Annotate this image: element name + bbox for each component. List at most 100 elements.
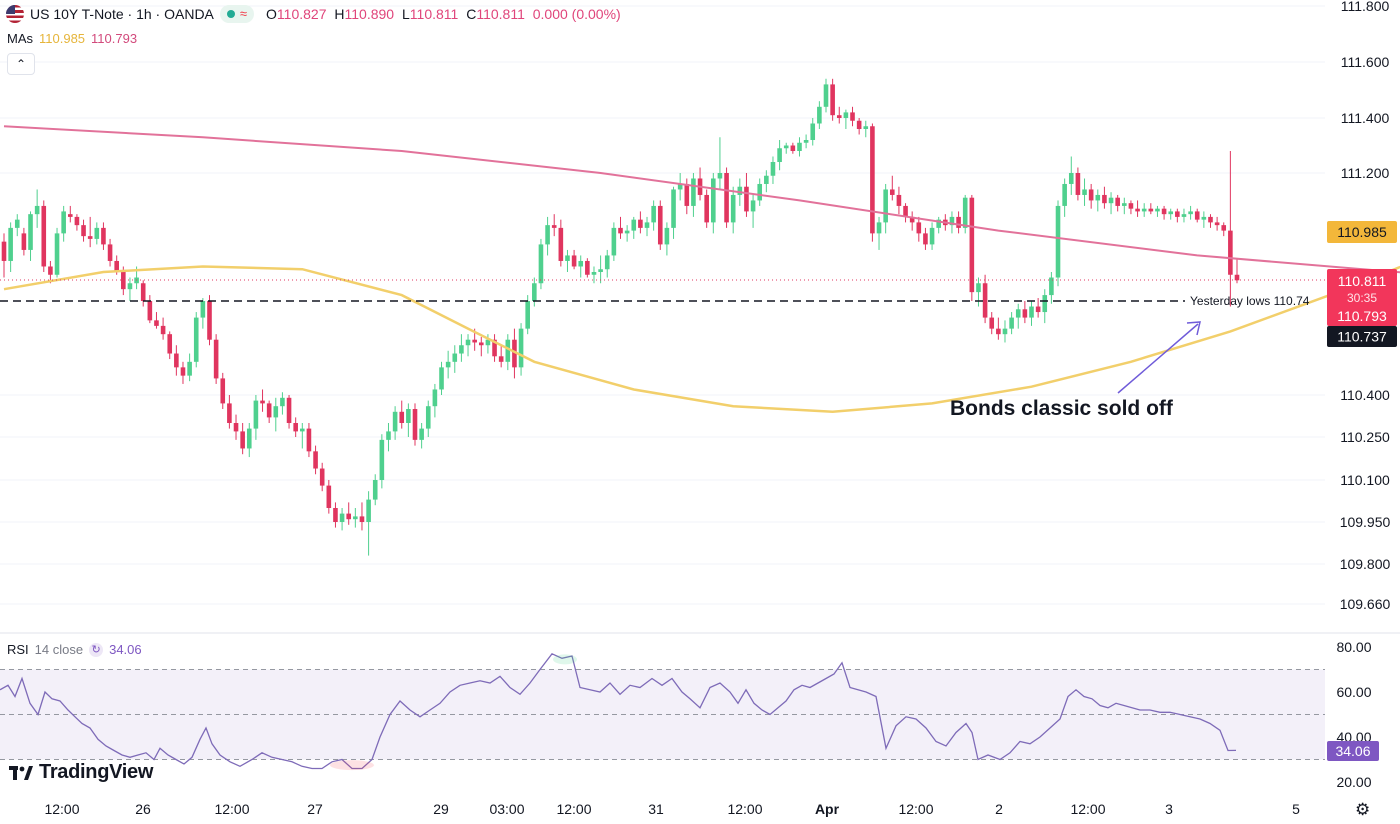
candle bbox=[770, 156, 776, 184]
candle bbox=[909, 211, 915, 231]
candle-body bbox=[783, 145, 789, 149]
candle bbox=[863, 120, 869, 138]
candle-body bbox=[744, 186, 749, 212]
candle bbox=[949, 211, 955, 234]
candle-body bbox=[585, 260, 590, 275]
price-axis[interactable]: 111.800 111.600 111.400 111.200 110.400 110.2… bbox=[1327, 0, 1397, 612]
candle-body bbox=[74, 216, 80, 226]
rsi-value-tag: 34.06 bbox=[1335, 743, 1370, 759]
candle-body bbox=[293, 423, 298, 432]
time-tick-label: 12:00 bbox=[556, 801, 591, 817]
candle-body bbox=[353, 516, 358, 520]
candle-body bbox=[114, 260, 119, 272]
candle bbox=[54, 227, 60, 278]
candle bbox=[1168, 208, 1174, 220]
candle-body bbox=[830, 84, 835, 116]
price-tick-label: 110.250 bbox=[1340, 429, 1390, 445]
settings-gear-icon[interactable]: ⚙ bbox=[1355, 800, 1371, 819]
candle bbox=[757, 178, 763, 206]
candle bbox=[929, 222, 935, 250]
candle-body bbox=[929, 227, 935, 245]
candle-body bbox=[326, 485, 332, 508]
candle-body bbox=[392, 411, 398, 432]
candle-body bbox=[551, 225, 557, 228]
candle-body bbox=[1214, 222, 1220, 226]
candle bbox=[1, 233, 7, 278]
candle-body bbox=[1009, 317, 1014, 329]
candle bbox=[532, 277, 537, 307]
candle bbox=[227, 395, 232, 429]
candle bbox=[286, 395, 292, 429]
candle bbox=[498, 345, 504, 368]
rsi-legend[interactable]: RSI 14 close ↻ 34.06 bbox=[7, 642, 142, 657]
candle bbox=[425, 400, 431, 437]
change-value: 0.000 (0.00%) bbox=[532, 6, 621, 22]
low-value: 110.811 bbox=[409, 6, 459, 22]
candle bbox=[240, 423, 245, 455]
candle-body bbox=[604, 255, 610, 270]
last-price-tag: 110.811 bbox=[1338, 273, 1387, 289]
candle-body bbox=[346, 513, 352, 520]
candle bbox=[711, 173, 716, 234]
candle-body bbox=[452, 353, 458, 362]
candle bbox=[1188, 205, 1193, 220]
candle bbox=[353, 508, 358, 528]
candle-body bbox=[1221, 225, 1227, 231]
candle-body bbox=[969, 197, 975, 293]
candle bbox=[512, 328, 517, 379]
symbol-legend: US 10Y T-Note · 1h · OANDA ≈ O110.827 H1… bbox=[6, 5, 621, 23]
ma-legend[interactable]: MAs 110.985 110.793 bbox=[7, 31, 137, 46]
candle-body bbox=[425, 406, 431, 429]
candle-body bbox=[366, 499, 371, 522]
symbol-title[interactable]: US 10Y T-Note · 1h · OANDA bbox=[30, 6, 214, 22]
close-value: 110.811 bbox=[476, 6, 525, 22]
candle-body bbox=[260, 400, 265, 404]
candle-body bbox=[538, 244, 544, 284]
candle-body bbox=[372, 480, 378, 500]
candle bbox=[1175, 208, 1180, 223]
candle bbox=[147, 295, 153, 324]
candle-body bbox=[386, 431, 391, 440]
candle bbox=[657, 200, 663, 250]
candle bbox=[545, 216, 550, 256]
candle bbox=[664, 222, 670, 256]
candle-body bbox=[48, 266, 53, 275]
time-axis[interactable]: 12:00 26 12:00 27 29 03:00 12:00 31 12:00 Apr 12:0… bbox=[44, 801, 1300, 817]
annotation-arrow bbox=[1117, 323, 1199, 394]
collapse-legend-button[interactable]: ⌃ bbox=[7, 53, 35, 75]
candle-body bbox=[823, 84, 829, 107]
candle-body bbox=[611, 227, 617, 256]
candle bbox=[280, 392, 285, 415]
candle-body bbox=[1062, 183, 1067, 206]
annotation: Bonds classic sold off bbox=[950, 321, 1201, 420]
candle-body bbox=[512, 339, 517, 368]
candle bbox=[558, 219, 564, 267]
candle-body bbox=[1194, 211, 1200, 220]
tradingview-logo-icon bbox=[9, 765, 33, 780]
market-status-pill[interactable]: ≈ bbox=[219, 5, 255, 23]
candle-body bbox=[624, 230, 630, 234]
candle-body bbox=[936, 219, 941, 228]
tradingview-logo[interactable]: TradingView bbox=[9, 761, 153, 784]
us-flag-icon bbox=[6, 5, 24, 23]
candle bbox=[744, 173, 749, 217]
candle-body bbox=[14, 219, 20, 228]
candle bbox=[300, 423, 305, 449]
candle bbox=[187, 353, 192, 382]
rsi-tick-label: 60.00 bbox=[1336, 684, 1371, 700]
candle bbox=[889, 175, 895, 201]
candle bbox=[1049, 272, 1054, 304]
candle bbox=[439, 361, 444, 395]
candle-body bbox=[996, 328, 1001, 335]
candle bbox=[923, 227, 928, 250]
candle bbox=[140, 280, 146, 307]
candle-body bbox=[478, 342, 484, 346]
candle-body bbox=[174, 353, 179, 368]
candle bbox=[704, 189, 709, 228]
candle bbox=[233, 414, 239, 440]
candle-body bbox=[154, 320, 159, 326]
candle-body bbox=[187, 361, 192, 376]
candle bbox=[1208, 214, 1213, 228]
time-tick-label: 27 bbox=[307, 801, 323, 817]
